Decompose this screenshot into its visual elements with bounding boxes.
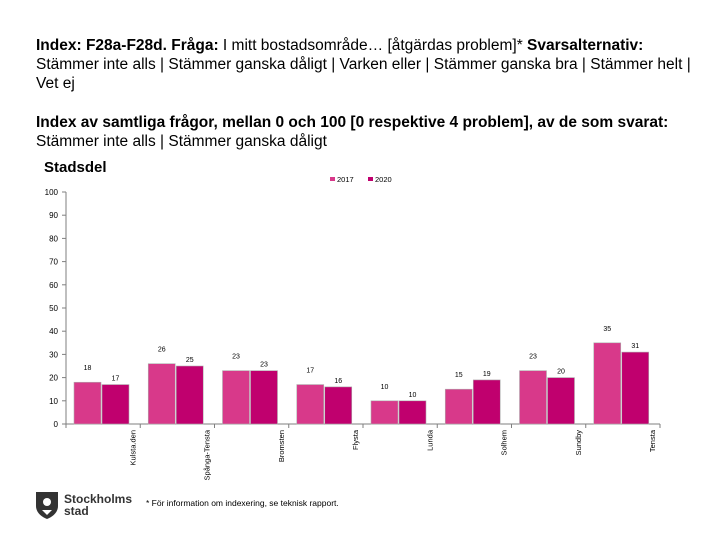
legend-label-2020: 2020 bbox=[375, 175, 392, 184]
x-tick-label: Kulsta.den bbox=[128, 430, 137, 465]
subtitle-bold: Index av samtliga frågor, mellan 0 och 1… bbox=[36, 114, 669, 131]
data-label-2020: 20 bbox=[557, 369, 565, 376]
y-tick-label: 90 bbox=[49, 211, 58, 220]
y-tick-label: 100 bbox=[45, 188, 59, 197]
x-tick-label: Solhem bbox=[500, 430, 509, 455]
legend-swatch-2020 bbox=[368, 177, 373, 181]
y-tick-label: 0 bbox=[54, 420, 59, 429]
bar-chart: 0 10 20 30 40 50 60 70 80 90 100 18 17 Kulsta.den 26 25… bbox=[45, 175, 661, 480]
bar-2020 bbox=[472, 379, 501, 425]
y-tick-label: 10 bbox=[49, 397, 58, 406]
title-normal-2: Stämmer inte alls | Stämmer ganska dålig… bbox=[36, 56, 691, 92]
page-title: Index: F28a-F28d. Fråga: I mitt bostadso… bbox=[36, 36, 696, 93]
data-label-2017: 23 bbox=[232, 354, 240, 361]
legend-label-2017: 2017 bbox=[337, 175, 354, 184]
data-label-2017: 18 bbox=[84, 365, 92, 372]
logo-line-2: stad bbox=[64, 504, 89, 518]
bar-2017 bbox=[222, 370, 250, 425]
data-label-2017: 17 bbox=[306, 368, 314, 375]
bar-2020 bbox=[175, 365, 204, 425]
y-tick-label: 70 bbox=[49, 258, 58, 267]
data-label-2017: 35 bbox=[603, 326, 611, 333]
title-bold-1: Index: F28a-F28d. Fråga: bbox=[36, 37, 219, 54]
x-tick-label: Flysta bbox=[351, 429, 360, 450]
bar-2020 bbox=[250, 370, 278, 425]
title-bold-2: Svarsalternativ: bbox=[527, 37, 644, 54]
data-label-2020: 19 bbox=[483, 371, 491, 378]
data-label-2020: 17 bbox=[112, 376, 120, 383]
y-tick-label: 20 bbox=[49, 374, 58, 383]
bar-2017 bbox=[73, 381, 102, 425]
y-tick-label: 80 bbox=[49, 234, 58, 243]
data-label-2020: 25 bbox=[186, 357, 194, 364]
title-normal-1: I mitt bostadsområde… [åtgärdas problem]… bbox=[218, 37, 528, 54]
footnote: * För information om indexering, se tekn… bbox=[146, 498, 339, 508]
data-label-2020: 16 bbox=[334, 378, 342, 385]
bar-2017 bbox=[147, 363, 176, 425]
data-label-2017: 23 bbox=[529, 354, 537, 361]
data-label-2017: 15 bbox=[455, 372, 463, 379]
bar-2020 bbox=[398, 400, 427, 425]
stockholm-logo: Stockholms stad bbox=[34, 490, 132, 520]
y-tick-label: 40 bbox=[49, 327, 58, 336]
x-tick-label: Sundby bbox=[574, 430, 583, 456]
y-tick-label: 30 bbox=[49, 350, 58, 359]
x-tick-label: Lunda bbox=[425, 429, 434, 451]
bar-2017 bbox=[593, 342, 622, 425]
data-label-2017: 26 bbox=[158, 347, 166, 354]
logo-line-1: Stockholms bbox=[64, 492, 133, 506]
data-label-2020: 31 bbox=[631, 343, 639, 350]
data-label-2020: 23 bbox=[260, 362, 268, 369]
x-tick-label: Spånga-Tensta bbox=[203, 429, 212, 480]
bar-2020 bbox=[101, 384, 130, 425]
data-label-2017: 10 bbox=[381, 384, 389, 391]
bar-2020 bbox=[621, 351, 650, 425]
x-tick-label: Bromsten bbox=[277, 430, 286, 462]
subtitle-normal: Stämmer inte alls | Stämmer ganska dålig… bbox=[36, 133, 327, 150]
legend-swatch-2017 bbox=[330, 177, 335, 181]
crest-icon bbox=[36, 492, 58, 519]
data-label-2020: 10 bbox=[409, 392, 417, 399]
bar-2017 bbox=[444, 388, 473, 425]
bar-2020 bbox=[547, 377, 575, 425]
y-tick-label: 50 bbox=[49, 304, 58, 313]
bar-2017 bbox=[370, 400, 399, 425]
bar-2017 bbox=[519, 370, 547, 425]
bar-2017 bbox=[296, 384, 325, 425]
bar-2020 bbox=[324, 386, 353, 425]
section-label: Stadsdel bbox=[44, 159, 107, 176]
x-tick-label: Tensta bbox=[648, 429, 657, 452]
y-tick-label: 60 bbox=[49, 281, 58, 290]
chart-subtitle: Index av samtliga frågor, mellan 0 och 1… bbox=[36, 113, 676, 151]
